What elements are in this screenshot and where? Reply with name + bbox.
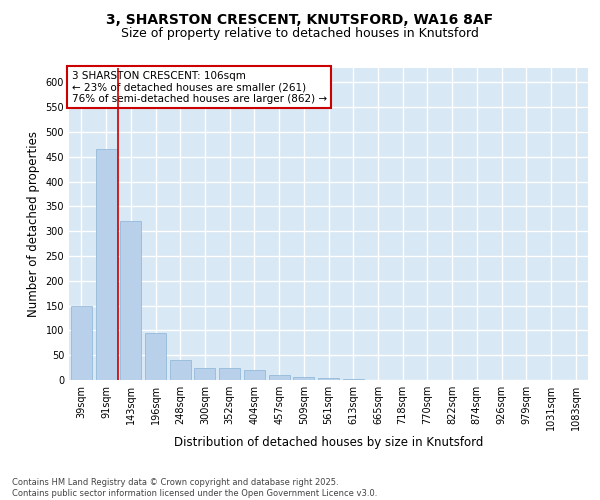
Bar xyxy=(269,375,290,380)
Bar xyxy=(170,360,191,380)
Bar xyxy=(95,150,116,380)
Text: 3 SHARSTON CRESCENT: 106sqm
← 23% of detached houses are smaller (261)
76% of se: 3 SHARSTON CRESCENT: 106sqm ← 23% of det… xyxy=(71,70,327,104)
Bar xyxy=(318,378,339,380)
Text: Contains HM Land Registry data © Crown copyright and database right 2025.
Contai: Contains HM Land Registry data © Crown c… xyxy=(12,478,377,498)
Text: Size of property relative to detached houses in Knutsford: Size of property relative to detached ho… xyxy=(121,28,479,40)
Bar xyxy=(343,379,364,380)
Bar xyxy=(145,333,166,380)
Bar xyxy=(71,306,92,380)
Text: 3, SHARSTON CRESCENT, KNUTSFORD, WA16 8AF: 3, SHARSTON CRESCENT, KNUTSFORD, WA16 8A… xyxy=(106,12,494,26)
Y-axis label: Number of detached properties: Number of detached properties xyxy=(27,130,40,317)
Bar xyxy=(219,368,240,380)
X-axis label: Distribution of detached houses by size in Knutsford: Distribution of detached houses by size … xyxy=(174,436,483,448)
Bar xyxy=(244,370,265,380)
Bar xyxy=(293,376,314,380)
Bar xyxy=(194,368,215,380)
Bar xyxy=(120,222,141,380)
